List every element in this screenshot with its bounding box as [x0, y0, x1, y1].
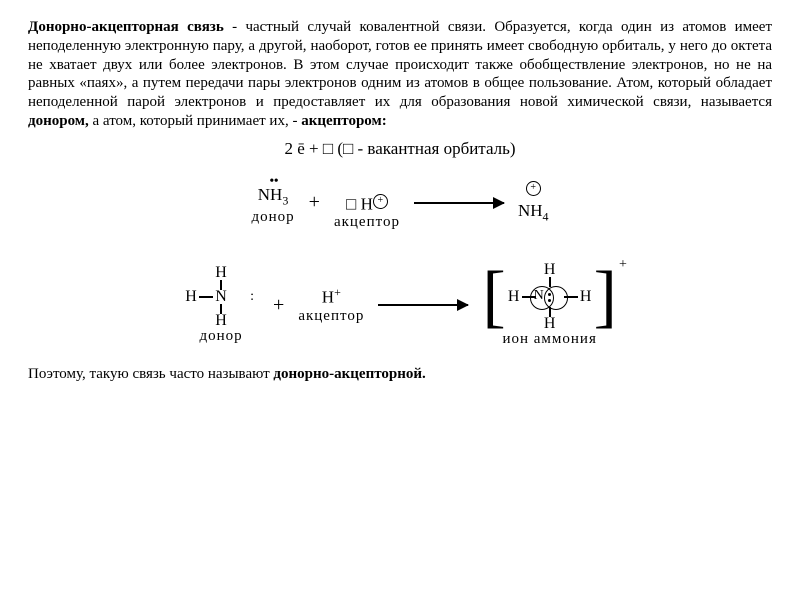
donor-label-2: донор [199, 328, 242, 345]
hplus-charge: + [334, 285, 341, 299]
bracket-charge: + [619, 257, 627, 273]
donor-word: донором, [28, 113, 89, 129]
hplus-h: H [322, 288, 334, 307]
ion-n: N [534, 288, 544, 304]
acceptor-label-2: акцептор [298, 308, 364, 325]
donor-label-1: донор [251, 209, 294, 226]
footer-a: Поэтому, такую связь часто называют [28, 366, 273, 382]
ion-h-right: H [580, 288, 592, 306]
orbital-overlap-icon: N [530, 286, 570, 308]
orbital-caption-text: 2 ē + □ (□ - вакантная орбиталь) [284, 139, 515, 159]
ion-h-left: H [508, 288, 520, 306]
footer-b: донорно-акцепторной. [273, 366, 425, 382]
definition-paragraph: Донорно-акцепторная связь - частный случ… [28, 18, 772, 131]
plus-sign-2: + [273, 294, 284, 317]
arrow-icon-2 [378, 304, 468, 306]
acceptor-word: акцептором: [301, 113, 387, 129]
nh4-sub: 4 [543, 210, 549, 224]
plus-sign-1: + [309, 191, 320, 214]
vacant-box: □ [346, 194, 356, 213]
term: Донорно-акцепторная связь [28, 19, 224, 35]
reaction-diagram: 2 ē + □ (□ - вакантная орбиталь) • • NH3… [28, 139, 772, 348]
struct-h-left: H [185, 288, 197, 306]
left-bracket: [ [482, 267, 505, 327]
ion-label: ион аммония [502, 331, 596, 348]
nh3-sub: 3 [282, 194, 288, 208]
h-charge-icon: + [373, 194, 388, 209]
arrow-icon-1 [414, 202, 504, 204]
para1b-text: а атом, который принимает их, - [89, 113, 301, 129]
footer-paragraph: Поэтому, такую связь часто называют доно… [28, 366, 772, 383]
acceptor-label-1: акцептор [334, 214, 400, 231]
orbital-caption: 2 ē + □ (□ - вакантная орбиталь) [28, 139, 772, 159]
nh4-formula: NH [518, 201, 543, 220]
nh3-formula: NH [258, 185, 283, 204]
nh3-structure: H HN: H [183, 266, 259, 328]
ion-h-bottom: H [544, 315, 556, 333]
right-bracket: ] [594, 267, 617, 327]
ammonium-ion: [ H H N H H ] [482, 263, 617, 331]
nh4-charge-icon: + [526, 181, 541, 196]
h-letter: H [361, 194, 373, 213]
lonepair-icon: : [250, 290, 252, 304]
